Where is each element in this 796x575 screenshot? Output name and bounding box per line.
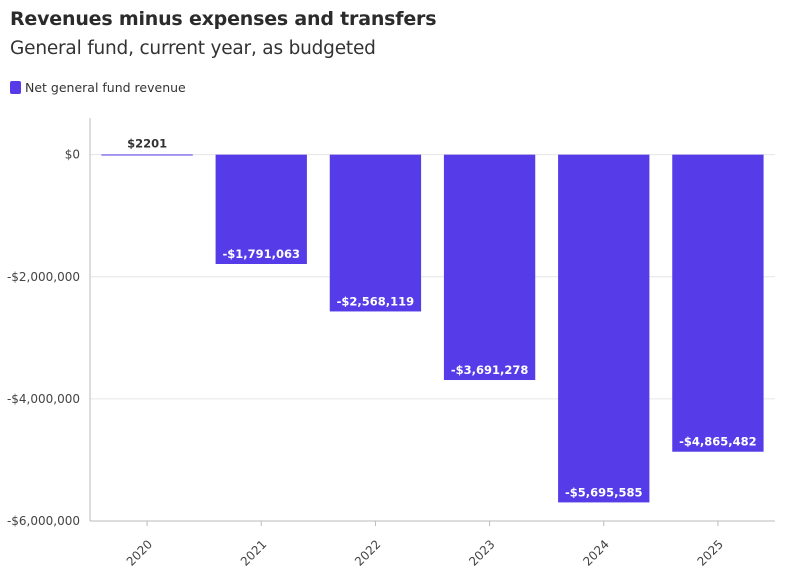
x-tick-label-2024: 2024	[580, 537, 611, 568]
data-label-2021: -$1,791,063	[222, 247, 300, 261]
bar-2022	[329, 154, 422, 312]
y-tick-label: -$4,000,000	[7, 392, 80, 406]
chart-title: Revenues minus expenses and transfers	[10, 8, 437, 30]
y-tick-label: $0	[65, 148, 80, 162]
x-tick-label-2023: 2023	[466, 537, 497, 568]
bar-2020	[101, 154, 193, 156]
data-label-2020: $2201	[127, 137, 167, 151]
chart-subtitle: General fund, current year, as budgeted	[10, 38, 376, 59]
data-label-2022: -$2,568,119	[337, 294, 415, 308]
y-tick-label: -$2,000,000	[7, 270, 80, 284]
bar-2021	[215, 154, 307, 264]
legend-label: Net general fund revenue	[25, 80, 186, 95]
x-tick-label-2021: 2021	[238, 537, 269, 568]
legend-swatch	[10, 81, 21, 94]
x-tick-label-2025: 2025	[695, 537, 726, 568]
data-label-2024: -$5,695,585	[565, 485, 643, 499]
x-tick-label-2022: 2022	[352, 537, 383, 568]
x-tick-label-2020: 2020	[124, 537, 155, 568]
bar-2023	[443, 154, 536, 381]
y-tick-label: -$6,000,000	[7, 514, 80, 528]
bar-2025	[672, 154, 764, 452]
data-label-2025: -$4,865,482	[679, 435, 757, 449]
bar-2024	[558, 154, 650, 503]
data-label-2023: -$3,691,278	[451, 363, 529, 377]
legend: Net general fund revenue	[10, 80, 186, 95]
